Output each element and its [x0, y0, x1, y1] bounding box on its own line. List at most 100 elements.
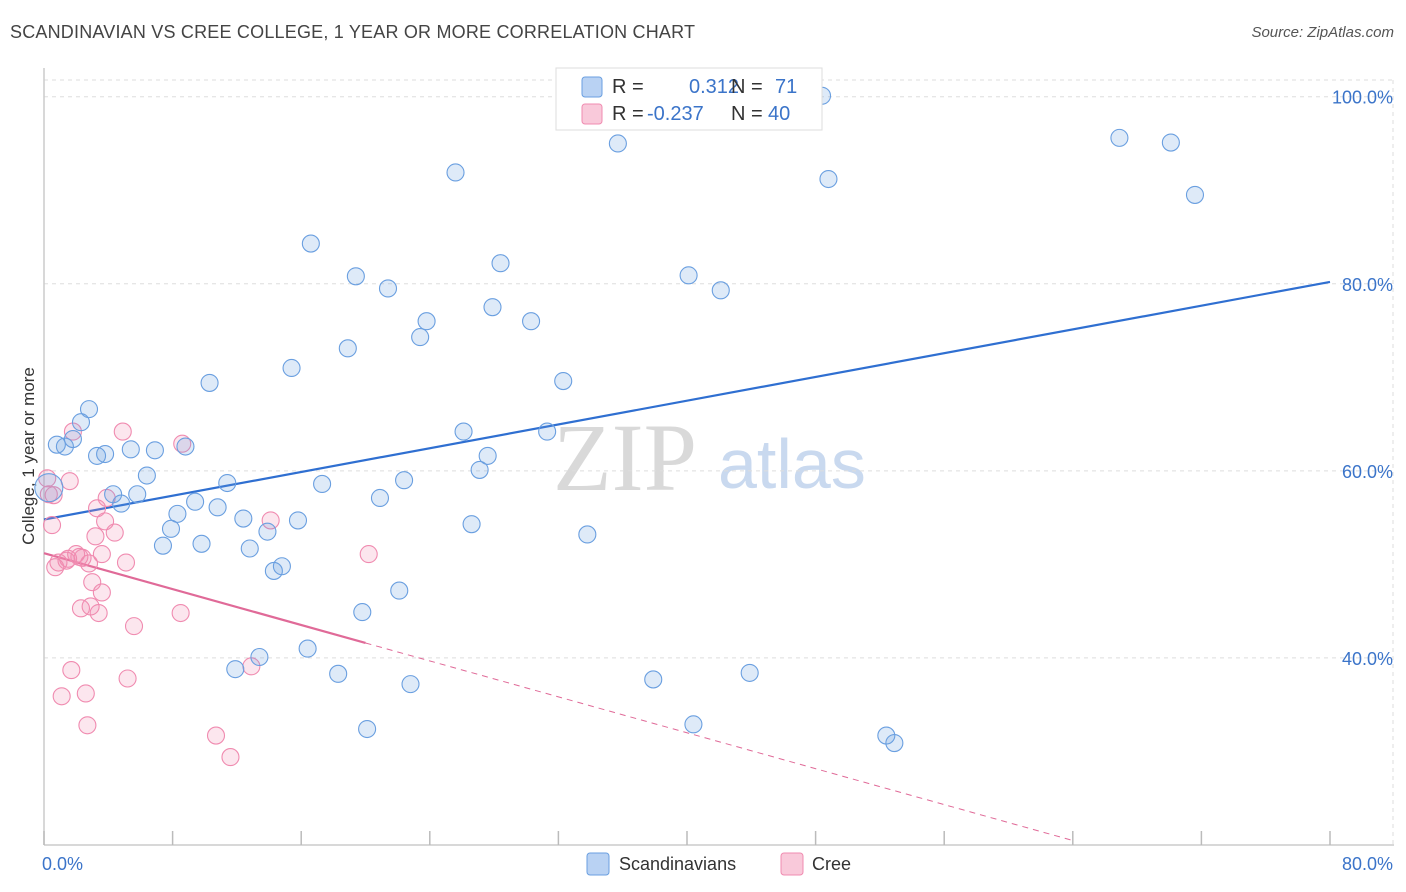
data-point-scandinavian: [417, 312, 436, 331]
data-point-scandinavian: [176, 437, 195, 456]
legend-r-label-cree: R =: [612, 103, 644, 125]
data-point-cree: [221, 748, 240, 767]
data-point-scandinavian: [478, 446, 497, 465]
data-point-scandinavian: [401, 675, 420, 694]
data-point-scandinavian: [454, 422, 473, 441]
legend-r-value-scand: 0.312: [689, 76, 739, 98]
data-point-scandinavian: [684, 715, 703, 734]
cree-points: [38, 422, 378, 767]
series-legend: Scandinavians Cree: [586, 852, 851, 876]
data-point-scandinavian: [313, 474, 332, 493]
data-point-scandinavian: [298, 639, 317, 658]
data-point-scandinavian: [358, 719, 377, 739]
trendline-scandinavians: [43, 280, 1331, 521]
data-point-cree: [76, 684, 95, 703]
data-point-cree: [124, 617, 144, 636]
data-point-scandinavian: [186, 492, 205, 511]
data-point-scandinavian: [644, 670, 663, 689]
data-point-cree: [105, 523, 124, 542]
axes: [43, 68, 1394, 846]
data-point-scandinavian: [522, 312, 541, 331]
data-point-cree: [118, 669, 137, 688]
bottom-legend-swatch-scandinavians: [586, 852, 610, 876]
y-tick-label: 60.0%: [1342, 462, 1393, 482]
data-point-cree: [171, 603, 190, 623]
legend-swatch-scandinavians: [581, 76, 603, 98]
tick-labels: 40.0% 60.0% 80.0% 100.0% 0.0% 80.0%: [42, 88, 1393, 874]
data-point-scandinavian: [411, 328, 430, 347]
data-point-scandinavian: [63, 430, 82, 449]
data-point-scandinavian: [137, 466, 156, 485]
data-point-scandinavian: [885, 733, 904, 753]
legend-n-label-scand: N =: [731, 76, 763, 98]
data-point-scandinavian: [370, 488, 390, 508]
data-point-scandinavian: [329, 664, 348, 683]
data-point-scandinavian: [1161, 133, 1180, 152]
data-point-scandinavian: [491, 254, 510, 273]
data-point-scandinavian: [554, 372, 573, 391]
data-point-scandinavian: [301, 234, 320, 253]
data-point-scandinavian: [79, 400, 99, 419]
data-point-scandinavian: [578, 525, 597, 544]
data-point-scandinavian: [483, 298, 502, 317]
bottom-legend-label-cree: Cree: [812, 854, 851, 874]
data-point-cree: [86, 527, 105, 546]
data-point-scandinavian: [208, 498, 227, 517]
data-point-cree: [44, 486, 63, 505]
data-point-cree: [173, 434, 192, 453]
x-tick-label: 80.0%: [1342, 854, 1393, 874]
data-point-scandinavian: [161, 519, 181, 538]
data-point-scandinavian: [378, 279, 398, 298]
data-point-scandinavian: [740, 663, 759, 682]
y-tick-label: 40.0%: [1342, 649, 1393, 669]
watermark-atlas: atlas: [718, 425, 866, 503]
data-point-scandinavian: [353, 603, 372, 622]
data-point-scandinavian: [346, 267, 365, 286]
data-point-cree: [206, 726, 226, 745]
data-point-cree: [92, 545, 111, 564]
data-point-scandinavian: [338, 339, 357, 358]
data-point-scandinavian: [538, 422, 557, 441]
data-point-scandinavian: [153, 536, 173, 555]
data-point-scandinavian: [168, 504, 187, 523]
data-point-scandinavian: [250, 647, 269, 667]
legend-n-label-cree: N =: [731, 103, 763, 125]
data-point-scandinavian: [288, 511, 308, 530]
data-point-scandinavian: [226, 660, 245, 679]
data-point-scandinavian: [96, 444, 115, 464]
data-point-scandinavian: [234, 509, 253, 528]
trendlines: [43, 280, 1331, 841]
data-point-scandinavian: [1185, 185, 1205, 204]
data-point-cree: [116, 553, 136, 572]
data-point-scandinavian: [395, 471, 414, 490]
data-point-cree: [359, 545, 378, 564]
data-point-scandinavian: [112, 494, 131, 513]
legend-n-value-cree: 40: [768, 103, 790, 125]
data-point-cree: [59, 549, 78, 568]
data-point-scandinavian: [71, 413, 91, 432]
legend-r-value-cree: -0.237: [647, 103, 704, 125]
data-point-cree: [261, 511, 280, 530]
data-point-scandinavian: [819, 169, 838, 189]
scandinavian-points: [34, 85, 1205, 753]
legend-n-value-scand: 71: [775, 76, 797, 98]
chart-title: SCANDINAVIAN VS CREE COLLEGE, 1 YEAR OR …: [10, 22, 696, 42]
data-point-cree: [42, 516, 62, 535]
data-point-cree: [92, 583, 111, 602]
data-point-scandinavian: [258, 522, 277, 541]
data-point-cree: [113, 422, 132, 441]
data-point-scandinavian: [679, 266, 698, 285]
data-point-cree: [78, 716, 97, 735]
data-point-cree: [52, 687, 71, 706]
data-point-scandinavian: [608, 134, 627, 153]
data-point-scandinavian: [390, 581, 409, 600]
data-point-scandinavian: [282, 358, 301, 378]
legend-r-label-scand: R =: [612, 76, 644, 98]
watermark-zip: ZIP: [553, 404, 697, 511]
data-point-cree: [60, 472, 79, 491]
stats-legend: R = 0.312 N = 71 R = -0.237 N = 40: [555, 67, 823, 131]
data-point-scandinavian: [711, 281, 730, 300]
data-point-scandinavian: [1110, 128, 1129, 147]
source-credit: Source: ZipAtlas.com: [1251, 24, 1394, 41]
